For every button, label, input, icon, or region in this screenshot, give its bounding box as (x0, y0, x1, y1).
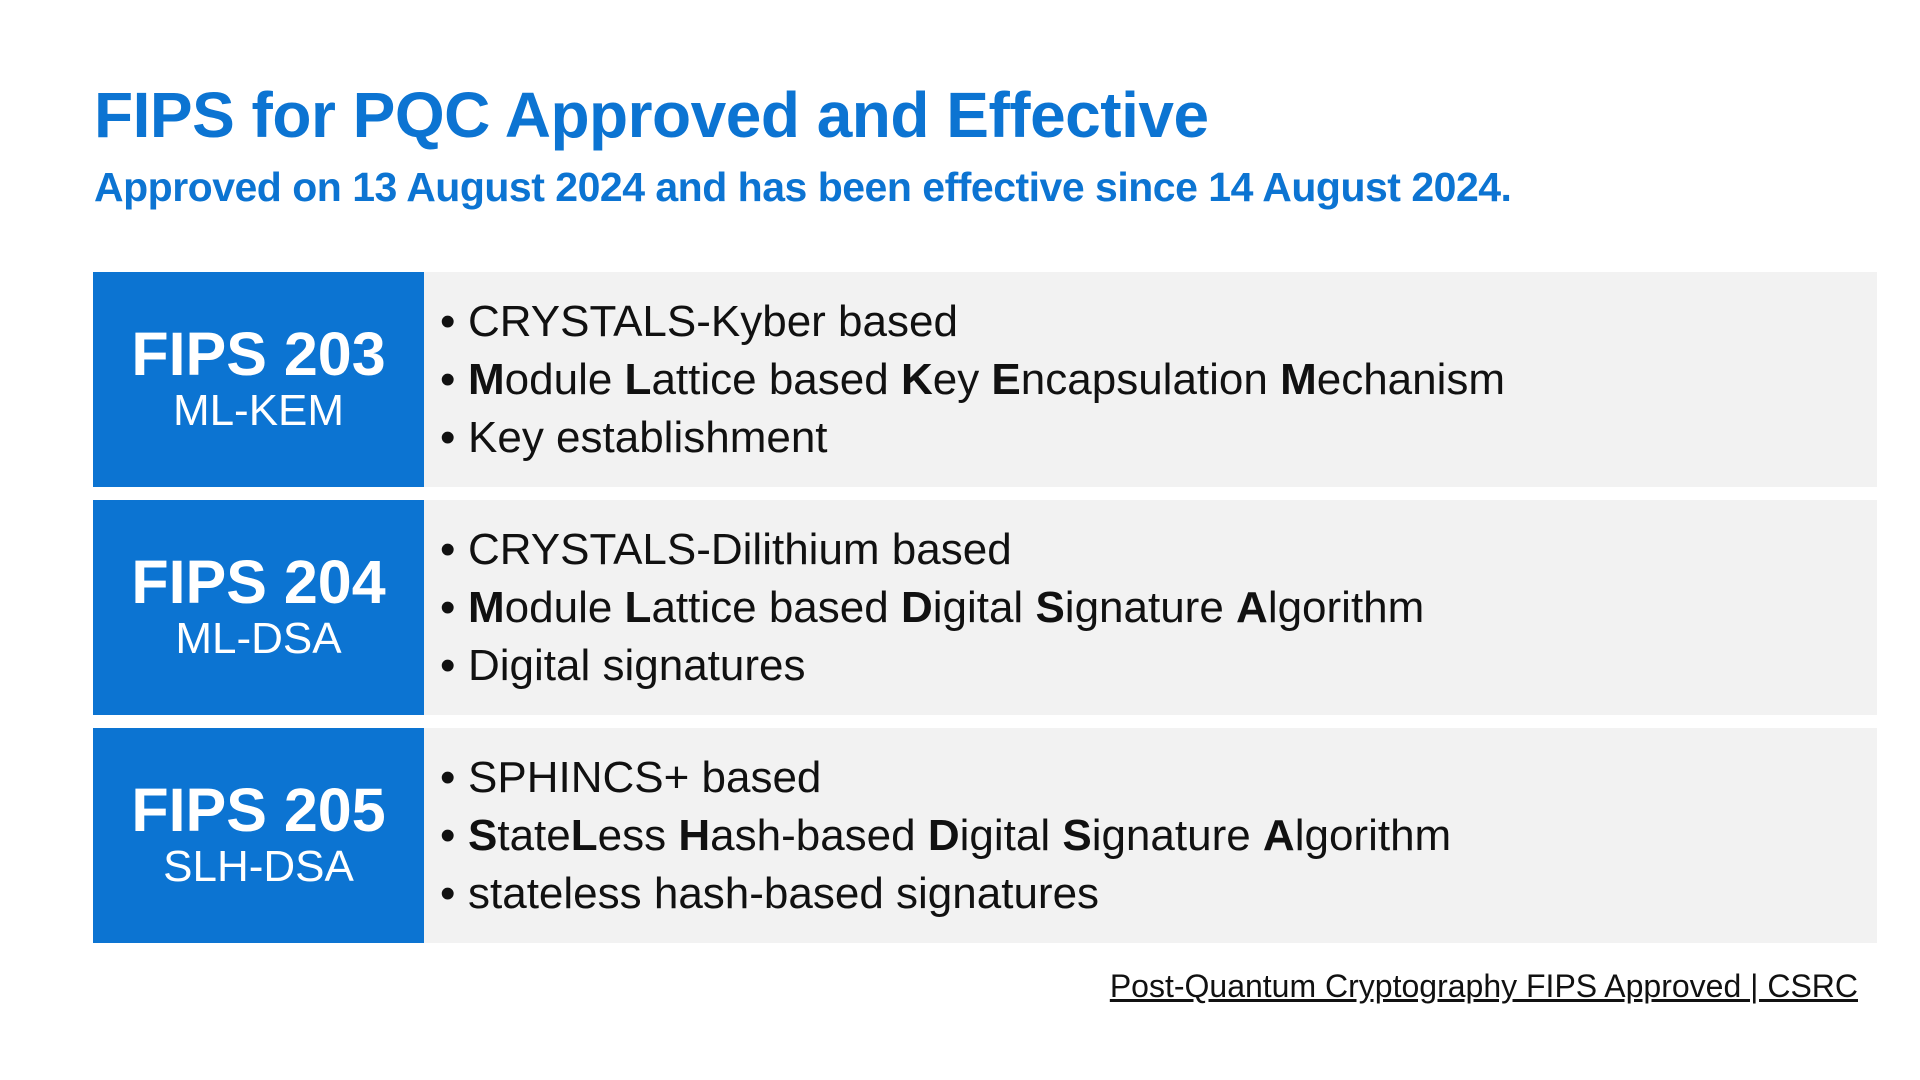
bullet-item: • Key establishment (440, 409, 1877, 467)
bullet-acronym-letter: D (927, 810, 960, 860)
bullet-acronym-letter: D (900, 582, 933, 632)
algorithm-name: SLH-DSA (163, 842, 354, 892)
bullet-text: Key establishment (468, 412, 828, 462)
bullet-text: ey (932, 354, 992, 404)
bullet-text: attice based (651, 354, 901, 404)
bullet-acronym-letter: M (468, 582, 505, 632)
source-link[interactable]: Post-Quantum Cryptography FIPS Approved … (1109, 968, 1858, 1004)
bullet-text: echanism (1316, 354, 1506, 404)
bullet-dot: • (440, 524, 456, 574)
fips-standards-list: FIPS 203 ML-KEM • CRYSTALS-Kyber based • Mo… (93, 272, 1877, 956)
algorithm-name: ML-KEM (172, 386, 345, 436)
bullet-dot: • (440, 296, 456, 346)
bullet-acronym-letter: S (468, 810, 498, 860)
fips-number: FIPS 203 (131, 320, 386, 389)
bullet-text: odule (504, 582, 625, 632)
bullet-acronym-letter: L (624, 354, 652, 404)
bullet-text: igital (959, 810, 1063, 860)
bullet-text: stateless hash-based signatures (468, 868, 1100, 918)
bullet-dot: • (440, 752, 456, 802)
bullet-text: ash-based (710, 810, 928, 860)
fips-number: FIPS 205 (131, 776, 386, 845)
bullet-text: ignature (1064, 582, 1237, 632)
bullet-item: • Module Lattice based Digital Signature … (440, 579, 1877, 637)
bullet-acronym-letter: L (624, 582, 652, 632)
bullet-acronym-letter: M (1280, 354, 1317, 404)
bullet-item: • SPHINCS+ based (440, 749, 1877, 807)
bullet-text: ess (597, 810, 679, 860)
bullet-item: • StateLess Hash-based Digital Signature … (440, 807, 1877, 865)
bullet-text: lgorithm (1294, 810, 1452, 860)
page-title: FIPS for PQC Approved and Effective (94, 79, 1209, 151)
bullet-text: ignature (1091, 810, 1263, 860)
bullet-text: Digital signatures (468, 640, 806, 690)
fips-details: • CRYSTALS-Dilithium based • Module Lattice… (424, 500, 1877, 715)
bullet-text: SPHINCS+ based (468, 752, 822, 802)
fips-details: • CRYSTALS-Kyber based • Module Lattice bas… (424, 272, 1877, 487)
bullet-dot: • (440, 868, 456, 918)
bullet-acronym-letter: E (991, 354, 1021, 404)
bullet-dot: • (440, 810, 456, 860)
bullet-acronym-letter: S (1035, 582, 1065, 632)
bullet-dot: • (440, 582, 456, 632)
bullet-dot: • (440, 640, 456, 690)
bullet-text: attice based (651, 582, 901, 632)
bullet-item: • Module Lattice based Key Encapsulation … (440, 351, 1877, 409)
bullet-text: odule (504, 354, 625, 404)
fips-details: • SPHINCS+ based • StateLess Hash-based Dig… (424, 728, 1877, 943)
bullet-dot: • (440, 412, 456, 462)
bullet-item: • CRYSTALS-Dilithium based (440, 521, 1877, 579)
fips-number: FIPS 204 (131, 548, 386, 617)
bullet-acronym-letter: K (900, 354, 933, 404)
page-subtitle: Approved on 13 August 2024 and has been … (94, 164, 1512, 210)
fips-row-204: FIPS 204 ML-DSA • CRYSTALS-Dilithium base… (93, 500, 1877, 715)
bullet-item: • stateless hash-based signatures (440, 865, 1877, 923)
bullet-acronym-letter: A (1262, 810, 1295, 860)
fips-badge: FIPS 204 ML-DSA (93, 500, 424, 715)
bullet-acronym-letter: M (468, 354, 505, 404)
bullet-dot: • (440, 354, 456, 404)
fips-badge: FIPS 203 ML-KEM (93, 272, 424, 487)
bullet-text: tate (497, 810, 571, 860)
bullet-text: ncapsulation (1020, 354, 1281, 404)
fips-badge: FIPS 205 SLH-DSA (93, 728, 424, 943)
bullet-text: lgorithm (1267, 582, 1425, 632)
bullet-item: • Digital signatures (440, 637, 1877, 695)
algorithm-name: ML-DSA (175, 614, 342, 664)
bullet-acronym-letter: A (1236, 582, 1268, 632)
bullet-acronym-letter: H (678, 810, 711, 860)
bullet-item: • CRYSTALS-Kyber based (440, 293, 1877, 351)
bullet-text: igital (932, 582, 1036, 632)
bullet-acronym-letter: S (1062, 810, 1092, 860)
fips-row-203: FIPS 203 ML-KEM • CRYSTALS-Kyber based • Mo… (93, 272, 1877, 487)
bullet-text: CRYSTALS-Dilithium based (468, 524, 1012, 574)
fips-row-205: FIPS 205 SLH-DSA • SPHINCS+ based • StateLe… (93, 728, 1877, 943)
bullet-text: CRYSTALS-Kyber based (468, 296, 958, 346)
bullet-acronym-letter: L (570, 810, 598, 860)
